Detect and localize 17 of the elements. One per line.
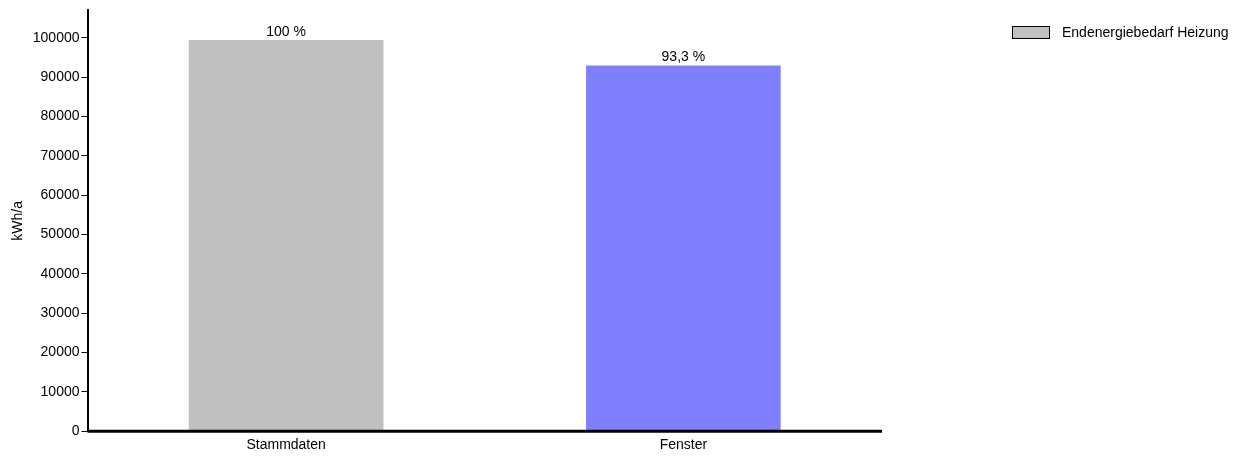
annotation: 93,3 % [661,48,706,65]
y-axis-title: kWh/a [9,200,26,241]
y-tick-label: 70000 [40,146,80,163]
y-tick-label: 60000 [40,186,80,203]
y-tick-label: 50000 [40,225,80,242]
y-tick-label: 0 [71,422,80,439]
y-tick-label: 10000 [40,382,80,399]
y-tick-label: 80000 [40,107,80,124]
legend-label: Endenergiebedarf Heizung [1062,24,1229,41]
x-tick-label: Fenster [659,436,708,453]
y-tick-label: 90000 [40,68,80,85]
y-tick-label: 20000 [40,343,80,360]
x-tick-label: Stammdaten [246,436,326,453]
y-tick-label: 40000 [40,264,80,281]
annotation: 100 % [266,22,306,39]
y-tick-label: 30000 [40,304,80,321]
y-tick-label: 100000 [32,28,80,45]
